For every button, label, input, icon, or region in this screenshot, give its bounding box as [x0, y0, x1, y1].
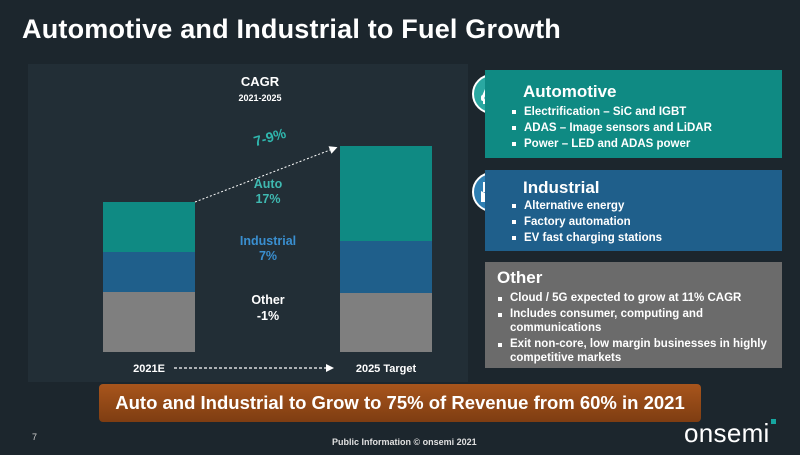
industrial-title: Industrial: [523, 178, 600, 197]
other-title: Other: [497, 268, 543, 287]
list-item: Exit non-core, low margin businesses in …: [497, 337, 782, 366]
cagr-label-auto: Auto: [254, 177, 283, 191]
cagr-total-label: 7-9%: [252, 125, 288, 150]
cagr-header: CAGR: [241, 74, 280, 89]
revenue-banner: Auto and Industrial to Grow to 75% of Re…: [99, 384, 701, 422]
bar-auto-1: [103, 202, 195, 252]
cagr-period: 2021-2025: [238, 93, 281, 103]
axis-arrowhead: [326, 364, 334, 372]
bar-other-2: [340, 293, 432, 352]
category-label-1: 2021E: [133, 363, 165, 375]
list-item: Electrification – SiC and IGBT: [511, 104, 712, 120]
cagr-dashed-arrow: [194, 149, 331, 203]
list-item: Alternative energy: [511, 198, 662, 214]
list-item: Factory automation: [511, 214, 662, 230]
bar-auto-2: [340, 146, 432, 241]
list-item: EV fast charging stations: [511, 230, 662, 246]
category-label-2: 2025 Target: [356, 363, 417, 375]
cagr-value-industrial: 7%: [259, 249, 277, 263]
automotive-list: Electrification – SiC and IGBT ADAS – Im…: [511, 104, 712, 152]
cagr-arrowhead: [328, 146, 338, 154]
cagr-label-other: Other: [251, 293, 284, 307]
onsemi-logo: onsemi: [684, 418, 770, 448]
cagr-value-auto: 17%: [255, 192, 280, 206]
bar-other-1: [103, 292, 195, 352]
list-item: Includes consumer, computing and communi…: [497, 307, 782, 336]
industrial-list: Alternative energy Factory automation EV…: [511, 198, 662, 246]
list-item: Power – LED and ADAS power: [511, 136, 712, 152]
other-list: Cloud / 5G expected to grow at 11% CAGR …: [497, 291, 782, 367]
automotive-panel: Automotive Electrification – SiC and IGB…: [485, 70, 782, 158]
slide-title: Automotive and Industrial to Fuel Growth: [22, 14, 561, 44]
list-item: ADAS – Image sensors and LiDAR: [511, 120, 712, 136]
other-panel: Other Cloud / 5G expected to grow at 11%…: [485, 262, 782, 368]
bar-industrial-2: [340, 241, 432, 293]
cagr-label-industrial: Industrial: [240, 234, 296, 248]
list-item: Cloud / 5G expected to grow at 11% CAGR: [497, 291, 782, 306]
industrial-panel: Industrial Alternative energy Factory au…: [485, 170, 782, 251]
automotive-title: Automotive: [523, 82, 617, 101]
page-number: 7: [32, 432, 38, 442]
cagr-value-other: -1%: [257, 309, 279, 323]
bar-industrial-1: [103, 252, 195, 292]
footer-text: Public Information © onsemi 2021: [332, 437, 477, 447]
logo-dot: [771, 419, 776, 424]
